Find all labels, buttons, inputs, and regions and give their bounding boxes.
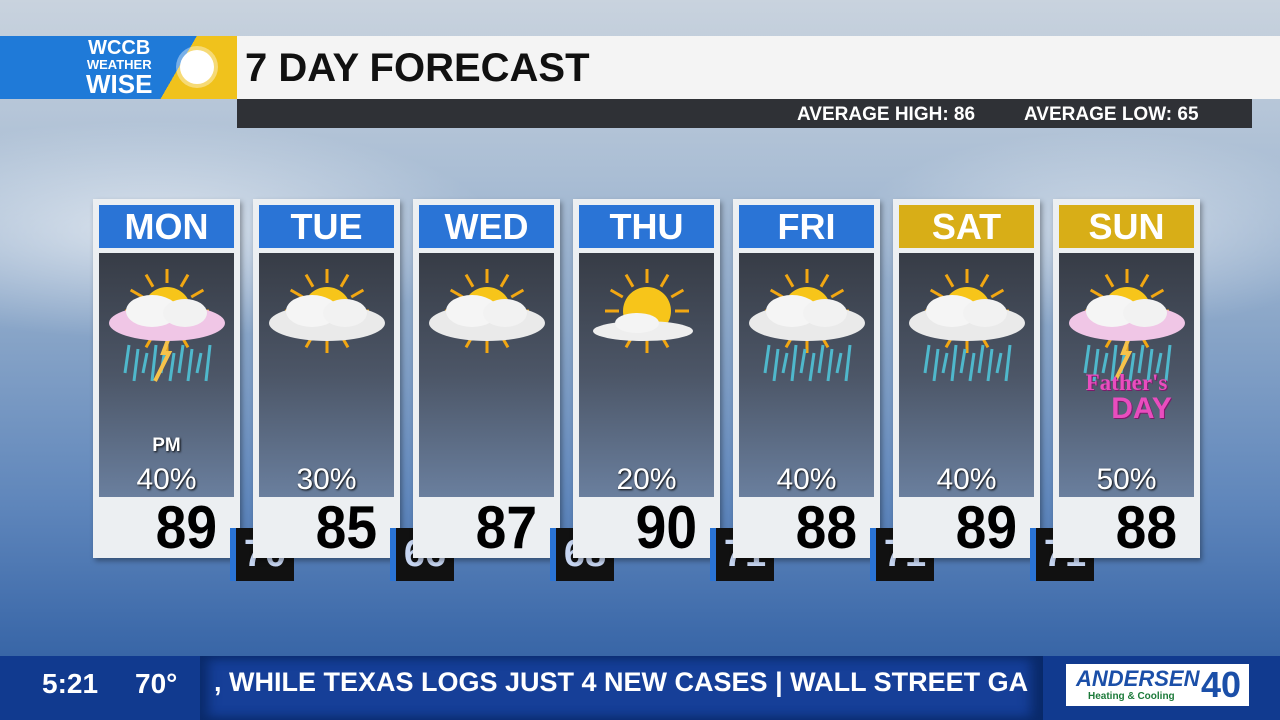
forecast-card-sun: SUN Father's DAY 50% 88	[1053, 199, 1200, 561]
current-temp: 70°	[135, 668, 178, 699]
partly-cloudy-icon	[427, 261, 547, 391]
sun-storm-icon	[180, 50, 214, 84]
thunderstorm-sun-icon	[1067, 261, 1187, 391]
time-note: PM	[152, 435, 181, 456]
showers-sun-icon	[747, 261, 867, 391]
day-label: SAT	[899, 205, 1034, 248]
page-title: 7 DAY FORECAST	[245, 46, 590, 90]
weather-panel	[419, 253, 554, 497]
ticker-headline: , WHILE TEXAS LOGS JUST 4 NEW CASES | WA…	[200, 656, 1043, 720]
weather-panel: Father's DAY 50%	[1059, 253, 1194, 497]
forecast-card-wed: WED 87	[413, 199, 560, 561]
day-label: SUN	[1059, 205, 1194, 248]
forecast-card-tue: TUE 30% 85	[253, 199, 400, 561]
showers-sun-icon	[907, 261, 1027, 391]
day-label: WED	[419, 205, 554, 248]
averages-bar: AVERAGE HIGH: 86 AVERAGE LOW: 65	[237, 99, 1252, 128]
weather-panel: PM 40%	[99, 253, 234, 497]
average-high: AVERAGE HIGH: 86	[797, 104, 976, 125]
day-label: TUE	[259, 205, 394, 248]
high-temp: 89	[155, 494, 218, 561]
high-temp: 85	[315, 494, 378, 561]
precip-chance: 40%	[936, 463, 997, 496]
news-ticker: 5:21 70° , WHILE TEXAS LOGS JUST 4 NEW C…	[0, 656, 1280, 720]
clock: 5:21	[42, 668, 99, 699]
weather-panel: 20%	[579, 253, 714, 497]
high-temp: 88	[1115, 494, 1178, 561]
mostly-sunny-icon	[587, 261, 707, 391]
high-temp: 90	[635, 494, 698, 561]
forecast-card-thu: THU 20% 90	[573, 199, 720, 561]
forecast-card-fri: FRI 40% 88	[733, 199, 880, 561]
forecast-card-sat: SAT 40% 89	[893, 199, 1040, 561]
average-low: AVERAGE LOW: 65	[1024, 104, 1199, 125]
sponsor-logo: ANDERSEN Heating & Cooling 40	[1066, 664, 1249, 706]
precip-chance: 50%	[1096, 463, 1157, 496]
station-logo: WCCB WEATHER WISE	[0, 36, 237, 99]
precip-chance: 20%	[616, 463, 677, 496]
high-temp: 88	[795, 494, 858, 561]
high-temp: 89	[955, 494, 1018, 561]
title-bar: 7 DAY FORECAST	[237, 36, 1280, 99]
partly-cloudy-icon	[267, 261, 387, 391]
weather-panel: 40%	[739, 253, 874, 497]
weather-panel: 40%	[899, 253, 1034, 497]
forecast-card-mon: MON PM 40% 89	[93, 199, 240, 561]
fathers-day-badge: Father's DAY	[1085, 370, 1172, 425]
day-label: MON	[99, 205, 234, 248]
day-label: THU	[579, 205, 714, 248]
precip-chance: 40%	[136, 463, 197, 496]
high-temp: 87	[475, 494, 538, 561]
thunderstorm-sun-icon	[107, 261, 227, 391]
day-label: FRI	[739, 205, 874, 248]
precip-chance: 40%	[776, 463, 837, 496]
weather-panel: 30%	[259, 253, 394, 497]
precip-chance: 30%	[296, 463, 357, 496]
